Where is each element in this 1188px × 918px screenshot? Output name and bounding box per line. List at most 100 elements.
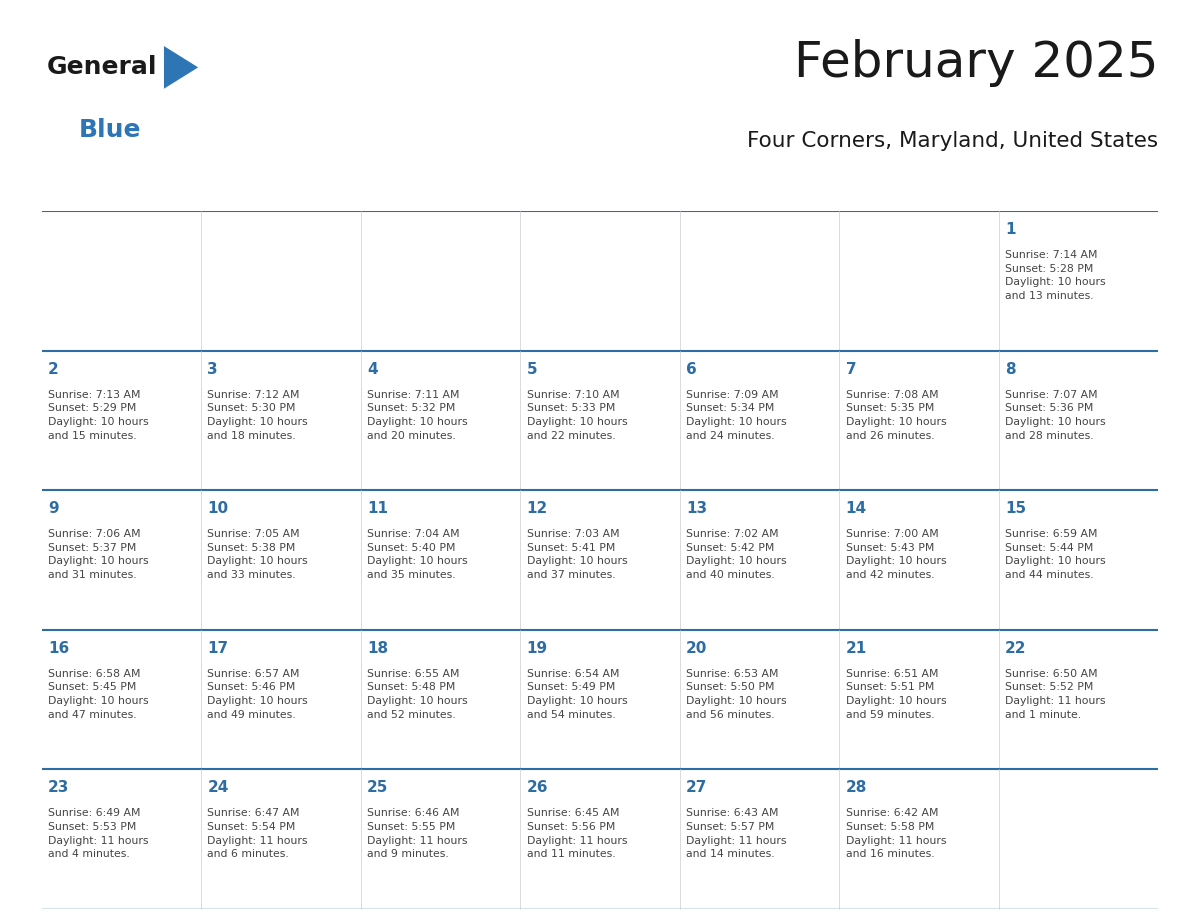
Text: Sunrise: 6:58 AM
Sunset: 5:45 PM
Daylight: 10 hours
and 47 minutes.: Sunrise: 6:58 AM Sunset: 5:45 PM Dayligh… (48, 669, 148, 720)
Text: Sunrise: 6:43 AM
Sunset: 5:57 PM
Daylight: 11 hours
and 14 minutes.: Sunrise: 6:43 AM Sunset: 5:57 PM Dayligh… (687, 809, 786, 859)
Bar (680, 351, 839, 490)
Bar (999, 351, 1158, 490)
Text: Sunrise: 6:57 AM
Sunset: 5:46 PM
Daylight: 10 hours
and 49 minutes.: Sunrise: 6:57 AM Sunset: 5:46 PM Dayligh… (208, 669, 308, 720)
Text: 26: 26 (526, 780, 548, 795)
Text: Sunrise: 6:49 AM
Sunset: 5:53 PM
Daylight: 11 hours
and 4 minutes.: Sunrise: 6:49 AM Sunset: 5:53 PM Dayligh… (48, 809, 148, 859)
Text: 9: 9 (48, 501, 58, 516)
Text: 21: 21 (846, 641, 867, 655)
Text: Sunrise: 7:10 AM
Sunset: 5:33 PM
Daylight: 10 hours
and 22 minutes.: Sunrise: 7:10 AM Sunset: 5:33 PM Dayligh… (526, 390, 627, 441)
Bar (680, 490, 839, 630)
Text: Sunrise: 7:07 AM
Sunset: 5:36 PM
Daylight: 10 hours
and 28 minutes.: Sunrise: 7:07 AM Sunset: 5:36 PM Dayligh… (1005, 390, 1106, 441)
Bar (680, 211, 839, 351)
Text: Sunrise: 6:54 AM
Sunset: 5:49 PM
Daylight: 10 hours
and 54 minutes.: Sunrise: 6:54 AM Sunset: 5:49 PM Dayligh… (526, 669, 627, 720)
Text: Four Corners, Maryland, United States: Four Corners, Maryland, United States (747, 131, 1158, 151)
Text: Saturday: Saturday (1035, 182, 1123, 199)
Text: Sunrise: 6:47 AM
Sunset: 5:54 PM
Daylight: 11 hours
and 6 minutes.: Sunrise: 6:47 AM Sunset: 5:54 PM Dayligh… (208, 809, 308, 859)
Bar (680, 769, 839, 909)
Text: Sunrise: 6:55 AM
Sunset: 5:48 PM
Daylight: 10 hours
and 52 minutes.: Sunrise: 6:55 AM Sunset: 5:48 PM Dayligh… (367, 669, 468, 720)
Text: Sunrise: 6:42 AM
Sunset: 5:58 PM
Daylight: 11 hours
and 16 minutes.: Sunrise: 6:42 AM Sunset: 5:58 PM Dayligh… (846, 809, 946, 859)
Bar (361, 351, 520, 490)
Text: Sunrise: 6:51 AM
Sunset: 5:51 PM
Daylight: 10 hours
and 59 minutes.: Sunrise: 6:51 AM Sunset: 5:51 PM Dayligh… (846, 669, 947, 720)
Text: 3: 3 (208, 362, 219, 376)
Text: 14: 14 (846, 501, 867, 516)
Text: 1: 1 (1005, 222, 1016, 237)
Text: Sunrise: 7:11 AM
Sunset: 5:32 PM
Daylight: 10 hours
and 20 minutes.: Sunrise: 7:11 AM Sunset: 5:32 PM Dayligh… (367, 390, 468, 441)
Bar (361, 630, 520, 769)
Bar (520, 351, 680, 490)
Bar (839, 351, 999, 490)
Text: Sunrise: 6:50 AM
Sunset: 5:52 PM
Daylight: 11 hours
and 1 minute.: Sunrise: 6:50 AM Sunset: 5:52 PM Dayligh… (1005, 669, 1106, 720)
Text: Tuesday: Tuesday (400, 182, 480, 199)
Text: 27: 27 (687, 780, 708, 795)
Text: 12: 12 (526, 501, 548, 516)
Text: Sunrise: 6:59 AM
Sunset: 5:44 PM
Daylight: 10 hours
and 44 minutes.: Sunrise: 6:59 AM Sunset: 5:44 PM Dayligh… (1005, 530, 1106, 580)
Bar (361, 490, 520, 630)
Bar (42, 211, 201, 351)
Text: Sunrise: 7:09 AM
Sunset: 5:34 PM
Daylight: 10 hours
and 24 minutes.: Sunrise: 7:09 AM Sunset: 5:34 PM Dayligh… (687, 390, 786, 441)
Bar (839, 211, 999, 351)
Bar (201, 490, 361, 630)
Text: Friday: Friday (889, 182, 949, 199)
Text: 20: 20 (687, 641, 708, 655)
Text: 5: 5 (526, 362, 537, 376)
Text: 23: 23 (48, 780, 69, 795)
Text: Sunrise: 7:06 AM
Sunset: 5:37 PM
Daylight: 10 hours
and 31 minutes.: Sunrise: 7:06 AM Sunset: 5:37 PM Dayligh… (48, 530, 148, 580)
Text: 24: 24 (208, 780, 229, 795)
Bar (361, 769, 520, 909)
Bar (201, 630, 361, 769)
Bar (680, 630, 839, 769)
Text: Sunrise: 7:13 AM
Sunset: 5:29 PM
Daylight: 10 hours
and 15 minutes.: Sunrise: 7:13 AM Sunset: 5:29 PM Dayligh… (48, 390, 148, 441)
Text: Sunrise: 7:14 AM
Sunset: 5:28 PM
Daylight: 10 hours
and 13 minutes.: Sunrise: 7:14 AM Sunset: 5:28 PM Dayligh… (1005, 251, 1106, 301)
Text: Sunrise: 7:02 AM
Sunset: 5:42 PM
Daylight: 10 hours
and 40 minutes.: Sunrise: 7:02 AM Sunset: 5:42 PM Dayligh… (687, 530, 786, 580)
Bar (999, 490, 1158, 630)
Bar (42, 351, 201, 490)
Text: Sunrise: 7:04 AM
Sunset: 5:40 PM
Daylight: 10 hours
and 35 minutes.: Sunrise: 7:04 AM Sunset: 5:40 PM Dayligh… (367, 530, 468, 580)
Text: 10: 10 (208, 501, 228, 516)
Bar (999, 211, 1158, 351)
Text: 6: 6 (687, 362, 697, 376)
Bar (42, 630, 201, 769)
Text: Sunrise: 6:53 AM
Sunset: 5:50 PM
Daylight: 10 hours
and 56 minutes.: Sunrise: 6:53 AM Sunset: 5:50 PM Dayligh… (687, 669, 786, 720)
Bar (201, 351, 361, 490)
Text: Sunrise: 7:00 AM
Sunset: 5:43 PM
Daylight: 10 hours
and 42 minutes.: Sunrise: 7:00 AM Sunset: 5:43 PM Dayligh… (846, 530, 947, 580)
Text: Sunrise: 7:08 AM
Sunset: 5:35 PM
Daylight: 10 hours
and 26 minutes.: Sunrise: 7:08 AM Sunset: 5:35 PM Dayligh… (846, 390, 947, 441)
Bar (201, 211, 361, 351)
Text: 2: 2 (48, 362, 58, 376)
Text: 28: 28 (846, 780, 867, 795)
Text: Sunrise: 7:05 AM
Sunset: 5:38 PM
Daylight: 10 hours
and 33 minutes.: Sunrise: 7:05 AM Sunset: 5:38 PM Dayligh… (208, 530, 308, 580)
Text: Sunday: Sunday (86, 182, 158, 199)
Text: February 2025: February 2025 (794, 39, 1158, 87)
Bar (361, 211, 520, 351)
Text: 16: 16 (48, 641, 69, 655)
Text: 22: 22 (1005, 641, 1026, 655)
Bar (42, 769, 201, 909)
Text: 15: 15 (1005, 501, 1026, 516)
Text: 4: 4 (367, 362, 378, 376)
Bar (839, 630, 999, 769)
Polygon shape (164, 46, 198, 89)
Text: General: General (46, 55, 157, 79)
Text: Sunrise: 6:46 AM
Sunset: 5:55 PM
Daylight: 11 hours
and 9 minutes.: Sunrise: 6:46 AM Sunset: 5:55 PM Dayligh… (367, 809, 468, 859)
Bar (201, 769, 361, 909)
Bar (839, 490, 999, 630)
Text: Sunrise: 7:03 AM
Sunset: 5:41 PM
Daylight: 10 hours
and 37 minutes.: Sunrise: 7:03 AM Sunset: 5:41 PM Dayligh… (526, 530, 627, 580)
Bar (42, 490, 201, 630)
Bar (520, 630, 680, 769)
Text: Blue: Blue (78, 118, 141, 142)
Text: 8: 8 (1005, 362, 1016, 376)
Bar (520, 490, 680, 630)
Bar (520, 769, 680, 909)
Text: Wednesday: Wednesday (544, 182, 656, 199)
Text: 11: 11 (367, 501, 388, 516)
Text: 18: 18 (367, 641, 388, 655)
Text: Monday: Monday (242, 182, 320, 199)
Text: 7: 7 (846, 362, 857, 376)
Text: 17: 17 (208, 641, 228, 655)
Bar (839, 769, 999, 909)
Text: 19: 19 (526, 641, 548, 655)
Bar (999, 769, 1158, 909)
Text: Sunrise: 7:12 AM
Sunset: 5:30 PM
Daylight: 10 hours
and 18 minutes.: Sunrise: 7:12 AM Sunset: 5:30 PM Dayligh… (208, 390, 308, 441)
Text: Sunrise: 6:45 AM
Sunset: 5:56 PM
Daylight: 11 hours
and 11 minutes.: Sunrise: 6:45 AM Sunset: 5:56 PM Dayligh… (526, 809, 627, 859)
Text: Thursday: Thursday (714, 182, 804, 199)
Text: 25: 25 (367, 780, 388, 795)
